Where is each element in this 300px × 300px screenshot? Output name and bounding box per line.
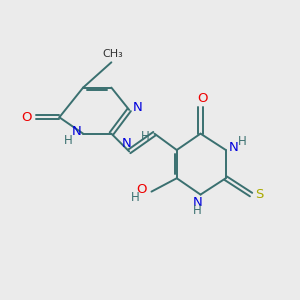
Text: N: N: [193, 196, 202, 209]
Text: S: S: [255, 188, 264, 201]
Text: N: N: [121, 137, 131, 150]
Text: H: H: [64, 134, 73, 147]
Text: H: H: [238, 135, 247, 148]
Text: O: O: [137, 183, 147, 196]
Text: O: O: [197, 92, 207, 105]
Text: H: H: [131, 191, 140, 204]
Text: H: H: [193, 204, 202, 218]
Text: H: H: [141, 130, 149, 142]
Text: N: N: [72, 125, 82, 138]
Text: N: N: [229, 141, 239, 154]
Text: N: N: [133, 101, 142, 114]
Text: O: O: [21, 111, 32, 124]
Text: CH₃: CH₃: [103, 49, 123, 59]
